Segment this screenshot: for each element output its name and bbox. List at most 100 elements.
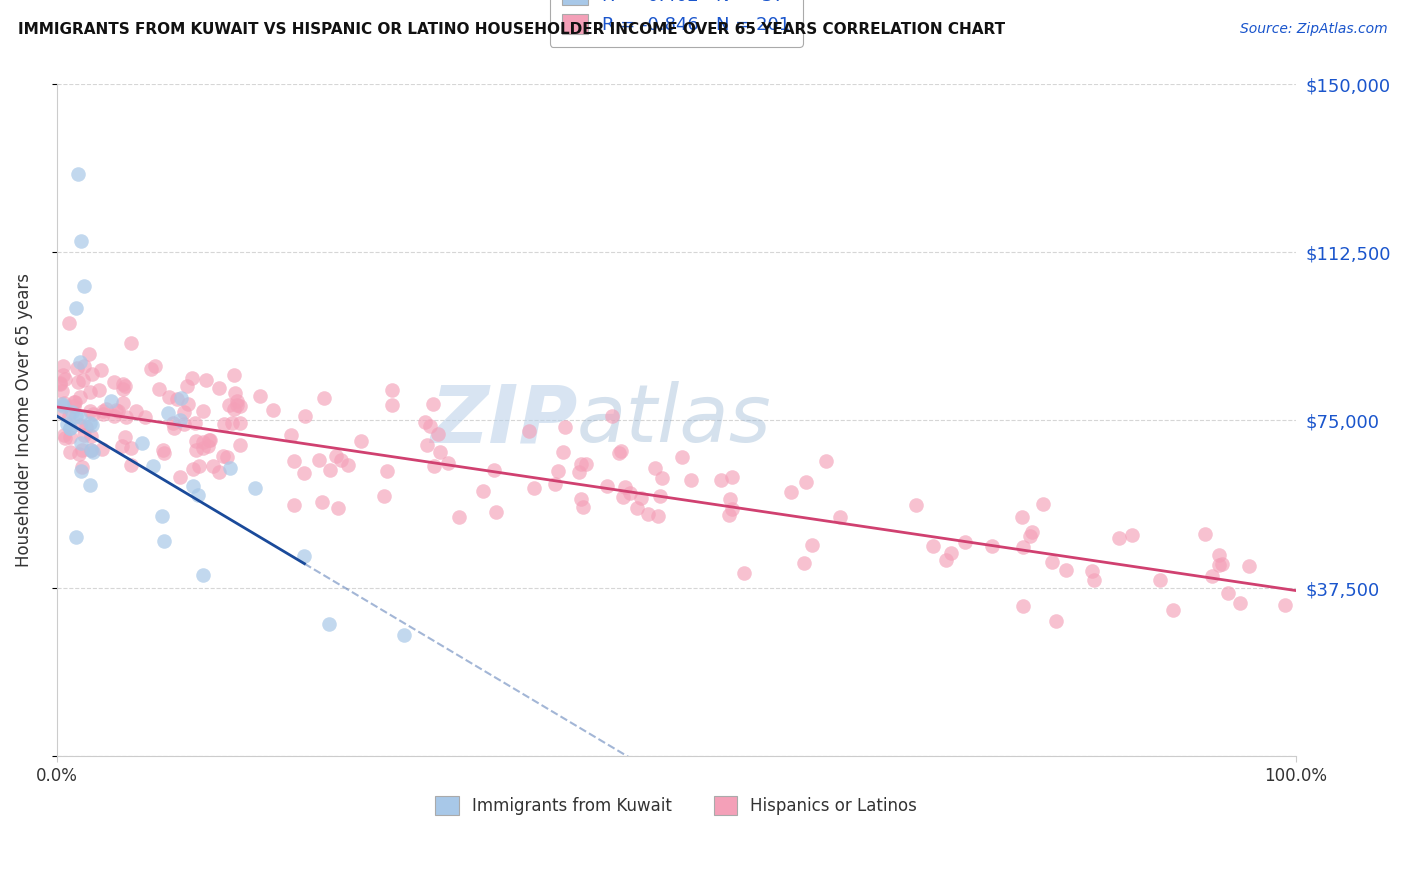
Point [222,401,245,416]
Point [568,465,591,479]
Point [1208,558,1230,572]
Point [596,479,619,493]
Point [120,458,142,472]
Point [70,464,93,478]
Point [65,530,87,544]
Point [70,234,93,248]
Point [150,508,173,523]
Point [1208,548,1230,562]
Point [800,538,823,552]
Point [651,471,673,485]
Point [419,418,441,433]
Point [229,416,252,430]
Point [156,406,179,420]
Point [170,392,193,406]
Point [794,475,817,489]
Point [447,510,470,524]
Point [198,434,221,448]
Point [59,420,82,434]
Point [814,454,837,468]
Point [437,456,460,470]
Text: atlas: atlas [576,382,772,459]
Point [336,458,359,472]
Point [637,507,659,521]
Point [517,425,540,439]
Point [392,628,415,642]
Point [100,393,122,408]
Point [181,461,204,475]
Point [82,407,104,421]
Point [60,404,83,418]
Point [243,481,266,495]
Point [169,413,191,427]
Point [1149,573,1171,587]
Point [157,390,180,404]
Point [111,376,134,391]
Point [294,549,316,564]
Point [939,546,962,560]
Point [73,359,96,373]
Point [1211,557,1233,571]
Point [1194,527,1216,541]
Point [66,376,89,390]
Point [602,409,624,423]
Point [80,368,103,382]
Point [308,452,330,467]
Point [292,466,315,480]
Point [82,444,104,458]
Point [51,397,73,411]
Point [280,428,302,442]
Point [193,568,215,582]
Point [139,361,162,376]
Point [224,386,246,401]
Point [70,459,93,474]
Point [717,508,740,522]
Point [111,439,134,453]
Point [318,463,340,477]
Point [1021,525,1043,540]
Point [53,428,76,442]
Point [484,463,506,477]
Point [177,397,200,411]
Point [325,449,347,463]
Point [215,450,238,465]
Point [187,459,209,474]
Legend: Immigrants from Kuwait, Hispanics or Latinos: Immigrants from Kuwait, Hispanics or Lat… [429,789,924,822]
Point [544,477,567,491]
Point [49,405,72,419]
Point [79,385,101,400]
Point [779,484,801,499]
Point [52,359,75,374]
Point [131,435,153,450]
Point [187,488,209,502]
Point [569,458,592,472]
Point [193,441,215,455]
Point [69,390,91,404]
Point [679,473,702,487]
Point [413,415,436,429]
Point [184,417,207,431]
Point [112,383,135,397]
Point [191,404,214,418]
Point [922,540,945,554]
Point [229,437,252,451]
Point [547,464,569,478]
Point [575,457,598,471]
Point [1032,497,1054,511]
Point [226,398,249,412]
Point [828,509,851,524]
Point [647,508,669,523]
Point [1201,569,1223,583]
Point [163,421,186,435]
Point [381,398,404,412]
Point [52,399,75,413]
Point [229,400,252,414]
Point [377,464,399,478]
Y-axis label: Householder Income Over 65 years: Householder Income Over 65 years [15,273,32,567]
Point [58,409,80,424]
Point [1163,603,1185,617]
Point [63,395,86,409]
Point [1274,599,1296,613]
Point [184,434,207,449]
Point [70,443,93,458]
